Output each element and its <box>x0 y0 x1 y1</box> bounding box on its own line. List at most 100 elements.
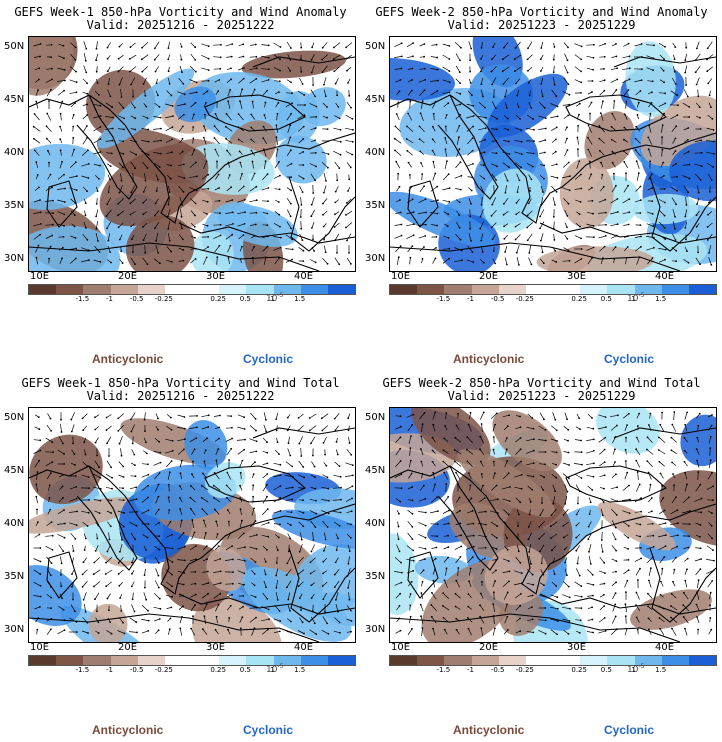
wind-vector-head <box>276 148 279 150</box>
wind-vector <box>69 161 77 169</box>
wind-vector-head <box>264 256 267 259</box>
colorbar-swatch <box>688 656 717 665</box>
wind-vector-head <box>412 211 415 214</box>
wind-vector-head <box>110 466 112 469</box>
wind-vector-head <box>315 499 317 502</box>
wind-vector <box>154 437 160 443</box>
wind-vector <box>634 43 642 47</box>
wind-vector-head <box>107 239 110 242</box>
wind-vector-head <box>682 604 685 606</box>
wind-vector-head <box>327 499 330 502</box>
wind-vector-head <box>421 472 424 475</box>
wind-vector-head <box>52 212 54 215</box>
wind-vector-head <box>323 83 325 86</box>
wind-vector-head <box>555 138 557 141</box>
wind-vector-head <box>242 185 245 188</box>
wind-vector <box>298 175 304 179</box>
wind-vector-head <box>227 100 230 103</box>
wind-vector-head <box>676 509 679 512</box>
wind-vector-head <box>325 464 328 467</box>
wind-vector <box>574 581 582 587</box>
wind-vector-head <box>132 550 134 553</box>
wind-vector-head <box>76 510 78 513</box>
wind-vector <box>408 460 412 468</box>
wind-vector-head <box>111 106 114 109</box>
wind-vector <box>345 475 353 477</box>
wind-vector <box>407 509 413 515</box>
wind-vector-head <box>302 512 305 514</box>
wind-vector-head <box>459 188 462 191</box>
wind-vector <box>166 425 172 431</box>
wind-vector-head <box>591 257 593 259</box>
wind-vector <box>46 68 52 70</box>
colorbar-tick-label: 0.5 <box>600 295 612 303</box>
wind-vector <box>406 570 414 574</box>
wind-vector-head <box>52 199 54 202</box>
wind-vector-head <box>480 473 483 475</box>
wind-vector-head <box>483 164 485 167</box>
wind-vector <box>551 163 557 167</box>
wind-vector <box>407 628 413 636</box>
wind-vector <box>455 188 461 190</box>
wind-vector <box>707 222 713 228</box>
wind-vector <box>538 532 546 540</box>
wind-vector-head <box>279 69 281 72</box>
wind-vector-head <box>194 237 196 239</box>
wind-vector-head <box>663 227 666 229</box>
wind-vector-head <box>81 417 84 420</box>
wind-vector-head <box>172 115 174 117</box>
wind-vector <box>141 605 149 611</box>
wind-vector-head <box>61 257 63 260</box>
wind-vector-head <box>144 430 146 432</box>
wind-vector-head <box>36 174 39 176</box>
wind-vector <box>213 593 221 599</box>
wind-vector <box>647 460 653 468</box>
wind-vector-head <box>675 162 677 165</box>
wind-vector-head <box>592 68 594 71</box>
wind-vector <box>335 78 339 84</box>
wind-vector-head <box>568 103 571 106</box>
wind-vector <box>564 53 568 61</box>
wind-vector <box>466 163 474 167</box>
wind-vector <box>696 616 700 624</box>
wind-vector <box>58 544 64 552</box>
wind-vector <box>503 509 509 515</box>
colorbar-swatch <box>661 656 689 665</box>
wind-vector-head <box>97 177 100 180</box>
wind-vector-head <box>517 525 519 527</box>
wind-vector-head <box>611 112 614 115</box>
wind-vector-head <box>469 59 471 62</box>
wind-vector <box>612 532 616 540</box>
wind-vector <box>93 164 101 166</box>
wind-vector-head <box>39 449 42 452</box>
wind-vector-head <box>480 58 482 60</box>
wind-vector-head <box>243 559 246 562</box>
wind-vector <box>457 567 459 577</box>
wind-vector <box>562 90 570 96</box>
wind-vector <box>394 571 402 573</box>
wind-vector <box>706 162 714 168</box>
wind-vector-head <box>117 226 120 229</box>
wind-vector-head <box>255 185 258 188</box>
wind-vector-head <box>266 549 268 551</box>
wind-vector-head <box>639 90 642 92</box>
wind-vector-head <box>182 113 185 116</box>
wind-vector <box>105 140 113 142</box>
wind-vector-head <box>51 441 54 443</box>
wind-vector <box>418 79 426 83</box>
wind-vector-head <box>448 257 450 260</box>
wind-vector <box>237 546 245 550</box>
wind-vector-head <box>275 574 277 577</box>
wind-vector-head <box>303 114 306 117</box>
colorbar-tick-label: -0.25 <box>515 666 534 674</box>
wind-vector <box>69 498 77 502</box>
wind-vector <box>297 630 305 634</box>
wind-vector <box>201 54 209 60</box>
wind-vector-head <box>409 174 411 176</box>
wind-vector <box>648 174 652 180</box>
wind-vector <box>107 42 111 48</box>
wind-vector <box>528 257 532 265</box>
wind-vector <box>119 185 123 193</box>
wind-vector-head <box>122 476 125 478</box>
wind-vector-head <box>543 177 545 180</box>
